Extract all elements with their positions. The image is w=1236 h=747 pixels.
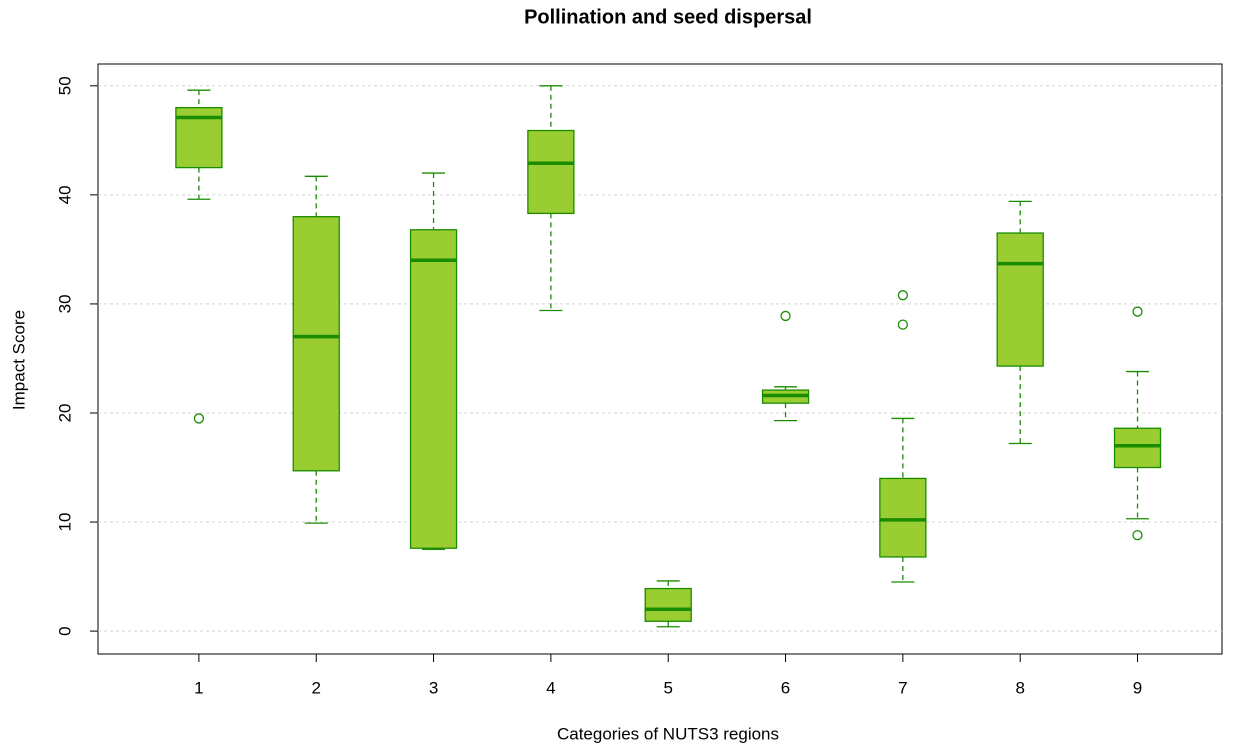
x-tick-label: 5 <box>663 678 672 697</box>
y-tick-label: 0 <box>55 626 74 635</box>
box <box>292 216 340 472</box>
x-axis-label: Categories of NUTS3 regions <box>557 724 779 743</box>
y-axis-label: Impact Score <box>9 310 28 410</box>
outlier <box>1132 306 1143 317</box>
box <box>996 232 1044 367</box>
outlier <box>1132 529 1143 541</box>
plot-frame <box>97 63 1223 655</box>
outlier <box>897 290 909 301</box>
box <box>409 229 458 549</box>
outlier <box>897 319 909 330</box>
x-tick-label: 4 <box>546 678 555 697</box>
box <box>527 129 575 215</box>
x-tick-label: 9 <box>1133 678 1142 697</box>
y-tick-label: 40 <box>55 185 74 204</box>
y-tick-label: 50 <box>55 76 74 95</box>
x-tick-label: 6 <box>781 678 790 697</box>
x-tick-label: 8 <box>1015 678 1024 697</box>
chart-title: Pollination and seed dispersal <box>524 6 812 28</box>
y-tick-label: 30 <box>55 294 74 313</box>
x-tick-label: 7 <box>898 678 907 697</box>
box <box>879 477 927 558</box>
x-tick-label: 2 <box>311 678 320 697</box>
outlier <box>193 413 205 424</box>
y-tick-label: 10 <box>55 513 74 532</box>
outlier <box>780 310 791 322</box>
box <box>1113 427 1162 469</box>
x-tick-label: 3 <box>429 678 438 697</box>
box <box>644 587 692 622</box>
y-tick-label: 20 <box>55 404 74 423</box>
x-tick-label: 1 <box>194 678 203 697</box>
